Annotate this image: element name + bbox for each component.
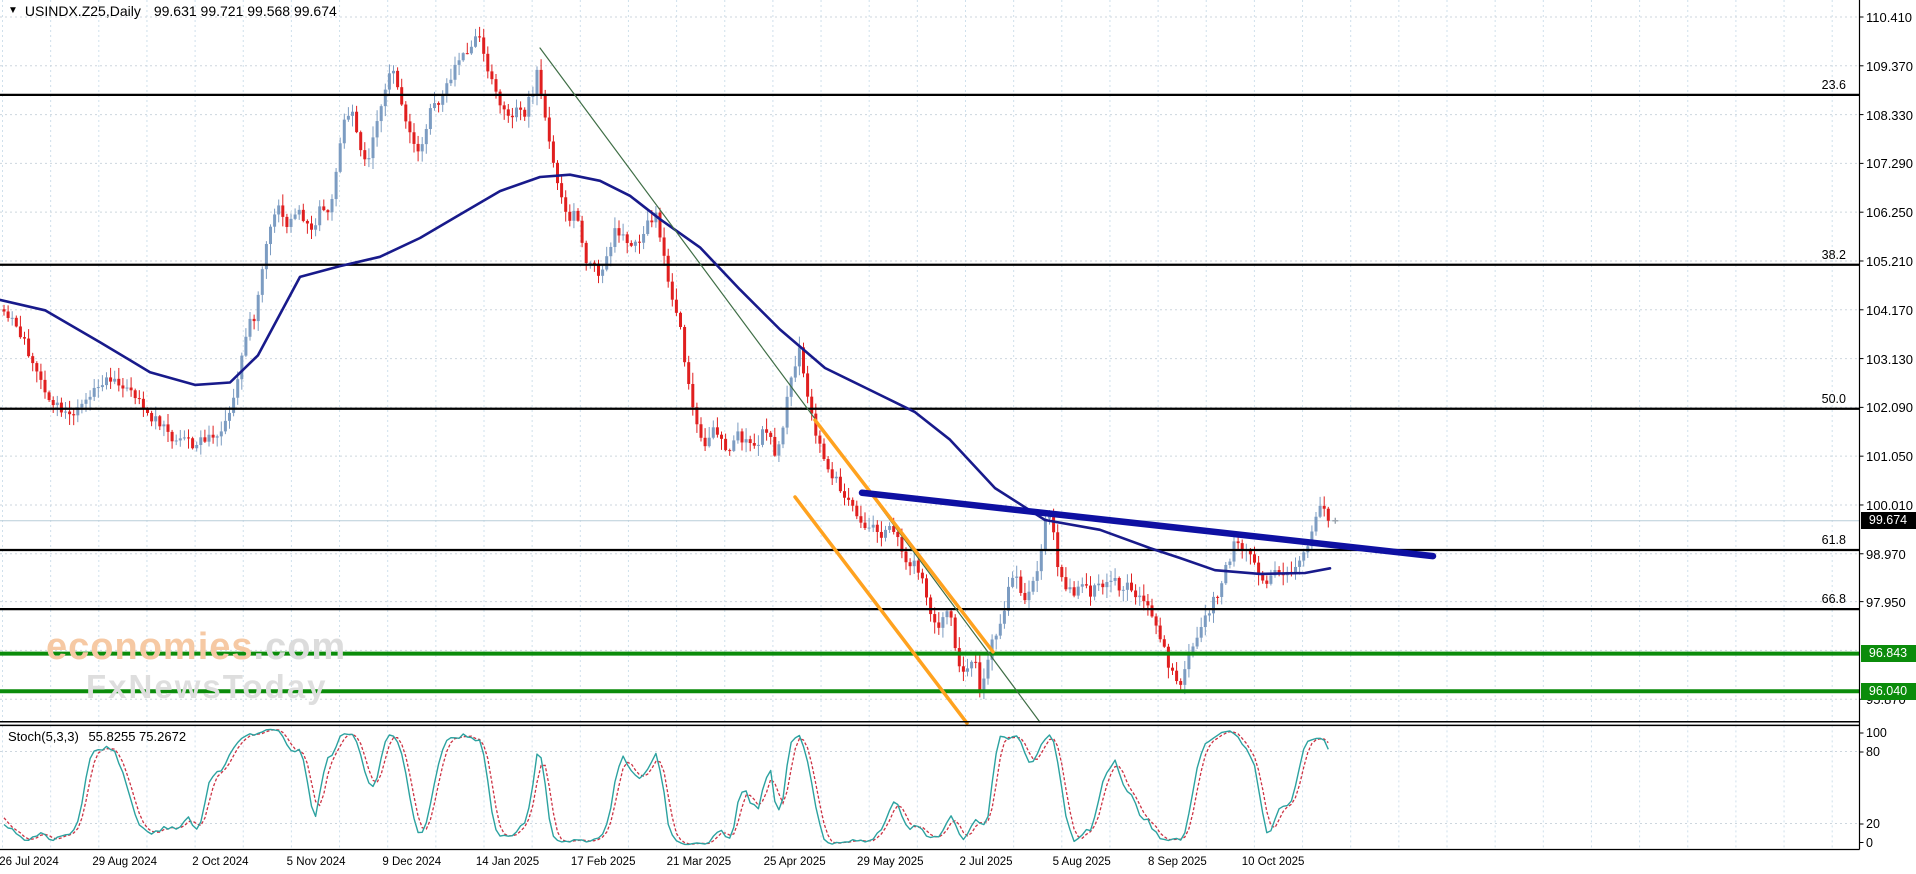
moving-average-line: [0, 173, 1332, 576]
gridlines: [0, 0, 1860, 850]
support-lines: [0, 651, 1860, 694]
fibonacci-lines: [0, 93, 1860, 611]
chart-frame: [0, 0, 1864, 851]
candles-layer: [2, 26, 1339, 700]
trendlines-layer: [539, 47, 1437, 725]
stochastic-layer: [3, 728, 1329, 846]
